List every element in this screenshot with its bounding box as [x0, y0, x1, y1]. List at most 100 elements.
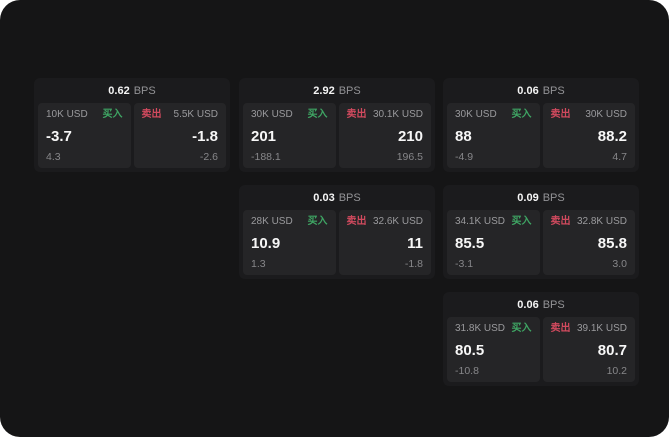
sell-quote-panel[interactable]: 卖出 5.5K USD -1.8 -2.6	[133, 103, 226, 168]
sell-price: -1.8	[192, 127, 218, 145]
buy-panel-top: 34.1K USD 买入	[455, 216, 532, 228]
buy-badge: 买入	[307, 109, 328, 120]
spread-value: 0.03	[313, 191, 335, 204]
buy-size-label: 31.8K USD	[455, 323, 506, 334]
sell-quote-panel[interactable]: 卖出 30.1K USD 210 196.5	[338, 103, 431, 168]
buy-panel-top: 31.8K USD 买入	[455, 323, 532, 335]
buy-panel-top: 28K USD 买入	[251, 216, 328, 228]
sell-price: 85.8	[597, 234, 627, 252]
buy-quote-panel[interactable]: 31.8K USD 买入 80.5 -10.8	[447, 317, 540, 382]
spread-unit-label: BPS	[338, 191, 361, 204]
sell-size-label: 39.1K USD	[576, 323, 627, 334]
spread-value: 0.09	[517, 191, 539, 204]
sell-panel-top: 卖出 30.1K USD	[347, 109, 424, 121]
spread-value: 0.62	[108, 84, 130, 97]
spread-header: 0.03 BPS	[239, 185, 435, 210]
sell-price: 80.7	[597, 341, 627, 359]
sell-size-label: 5.5K USD	[173, 109, 218, 120]
buy-badge: 买入	[511, 216, 532, 227]
sell-change: 196.5	[396, 151, 423, 163]
sell-badge: 卖出	[550, 109, 571, 120]
sell-size-label: 30.1K USD	[372, 109, 423, 120]
sell-badge: 卖出	[141, 109, 162, 120]
quote-card-3: 0.06 BPS 30K USD 买入 88 -4.9 卖出 30K USD 8…	[443, 78, 639, 172]
buy-badge: 买入	[511, 109, 532, 120]
sell-change: 4.7	[612, 151, 627, 163]
buy-price: 201	[251, 127, 277, 145]
sell-change: -1.8	[404, 258, 423, 270]
buy-size-label: 34.1K USD	[455, 216, 506, 227]
spread-unit-label: BPS	[133, 84, 156, 97]
buy-panel-top: 30K USD 买入	[251, 109, 328, 121]
spread-unit-label: BPS	[542, 191, 565, 204]
buy-size-label: 30K USD	[251, 109, 293, 120]
sell-change: 10.2	[606, 365, 627, 377]
sell-size-label: 30K USD	[585, 109, 627, 120]
sell-panel-top: 卖出 5.5K USD	[142, 109, 219, 121]
sell-badge: 卖出	[346, 216, 367, 227]
buy-price: -3.7	[46, 127, 72, 145]
buy-price: 88	[455, 127, 472, 145]
sell-badge: 卖出	[550, 323, 571, 334]
buy-quote-panel[interactable]: 28K USD 买入 10.9 1.3	[243, 210, 336, 275]
spread-header: 0.09 BPS	[443, 185, 639, 210]
spread-unit-label: BPS	[542, 84, 565, 97]
quote-card-1: 0.62 BPS 10K USD 买入 -3.7 4.3 卖出 5.5K USD…	[34, 78, 230, 172]
buy-price: 10.9	[251, 234, 281, 252]
buy-quote-panel[interactable]: 30K USD 买入 88 -4.9	[447, 103, 540, 168]
spread-unit-label: BPS	[542, 298, 565, 311]
buy-price: 80.5	[455, 341, 485, 359]
sell-quote-panel[interactable]: 卖出 32.6K USD 11 -1.8	[338, 210, 431, 275]
sell-panel-top: 卖出 32.8K USD	[551, 216, 628, 228]
buy-badge: 买入	[511, 323, 532, 334]
sell-size-label: 32.6K USD	[372, 216, 423, 227]
quote-card-4: 0.03 BPS 28K USD 买入 10.9 1.3 卖出 32.6K US…	[239, 185, 435, 279]
buy-change: -4.9	[455, 151, 474, 163]
sell-badge: 卖出	[346, 109, 367, 120]
sell-change: -2.6	[199, 151, 218, 163]
buy-badge: 买入	[102, 109, 123, 120]
spread-header: 0.62 BPS	[34, 78, 230, 103]
buy-size-label: 28K USD	[251, 216, 293, 227]
spread-value: 0.06	[517, 298, 539, 311]
buy-quote-panel[interactable]: 10K USD 买入 -3.7 4.3	[38, 103, 131, 168]
sell-price: 88.2	[597, 127, 627, 145]
sell-quote-panel[interactable]: 卖出 30K USD 88.2 4.7	[542, 103, 635, 168]
spread-value: 2.92	[313, 84, 335, 97]
quote-card-6: 0.06 BPS 31.8K USD 买入 80.5 -10.8 卖出 39.1…	[443, 292, 639, 386]
buy-quote-panel[interactable]: 30K USD 买入 201 -188.1	[243, 103, 336, 168]
buy-change: 1.3	[251, 258, 266, 270]
quote-card-5: 0.09 BPS 34.1K USD 买入 85.5 -3.1 卖出 32.8K…	[443, 185, 639, 279]
sell-panel-top: 卖出 30K USD	[551, 109, 628, 121]
quote-body: 31.8K USD 买入 80.5 -10.8 卖出 39.1K USD 80.…	[443, 317, 639, 386]
buy-change: -188.1	[251, 151, 281, 163]
sell-panel-top: 卖出 39.1K USD	[551, 323, 628, 335]
spread-value: 0.06	[517, 84, 539, 97]
buy-change: -3.1	[455, 258, 474, 270]
sell-quote-panel[interactable]: 卖出 32.8K USD 85.8 3.0	[542, 210, 635, 275]
buy-badge: 买入	[307, 216, 328, 227]
quote-body: 30K USD 买入 201 -188.1 卖出 30.1K USD 210 1…	[239, 103, 435, 172]
sell-change: 3.0	[612, 258, 627, 270]
quote-body: 34.1K USD 买入 85.5 -3.1 卖出 32.8K USD 85.8…	[443, 210, 639, 279]
buy-panel-top: 30K USD 买入	[455, 109, 532, 121]
spread-header: 0.06 BPS	[443, 78, 639, 103]
sell-quote-panel[interactable]: 卖出 39.1K USD 80.7 10.2	[542, 317, 635, 382]
sell-panel-top: 卖出 32.6K USD	[347, 216, 424, 228]
sell-price: 210	[397, 127, 423, 145]
spread-header: 0.06 BPS	[443, 292, 639, 317]
buy-change: 4.3	[46, 151, 61, 163]
buy-size-label: 10K USD	[46, 109, 88, 120]
buy-panel-top: 10K USD 买入	[46, 109, 123, 121]
spread-unit-label: BPS	[338, 84, 361, 97]
buy-price: 85.5	[455, 234, 485, 252]
sell-size-label: 32.8K USD	[576, 216, 627, 227]
sell-badge: 卖出	[550, 216, 571, 227]
spread-header: 2.92 BPS	[239, 78, 435, 103]
quote-body: 10K USD 买入 -3.7 4.3 卖出 5.5K USD -1.8 -2.…	[34, 103, 230, 172]
buy-size-label: 30K USD	[455, 109, 497, 120]
sell-price: 11	[407, 234, 423, 252]
buy-change: -10.8	[455, 365, 479, 377]
buy-quote-panel[interactable]: 34.1K USD 买入 85.5 -3.1	[447, 210, 540, 275]
